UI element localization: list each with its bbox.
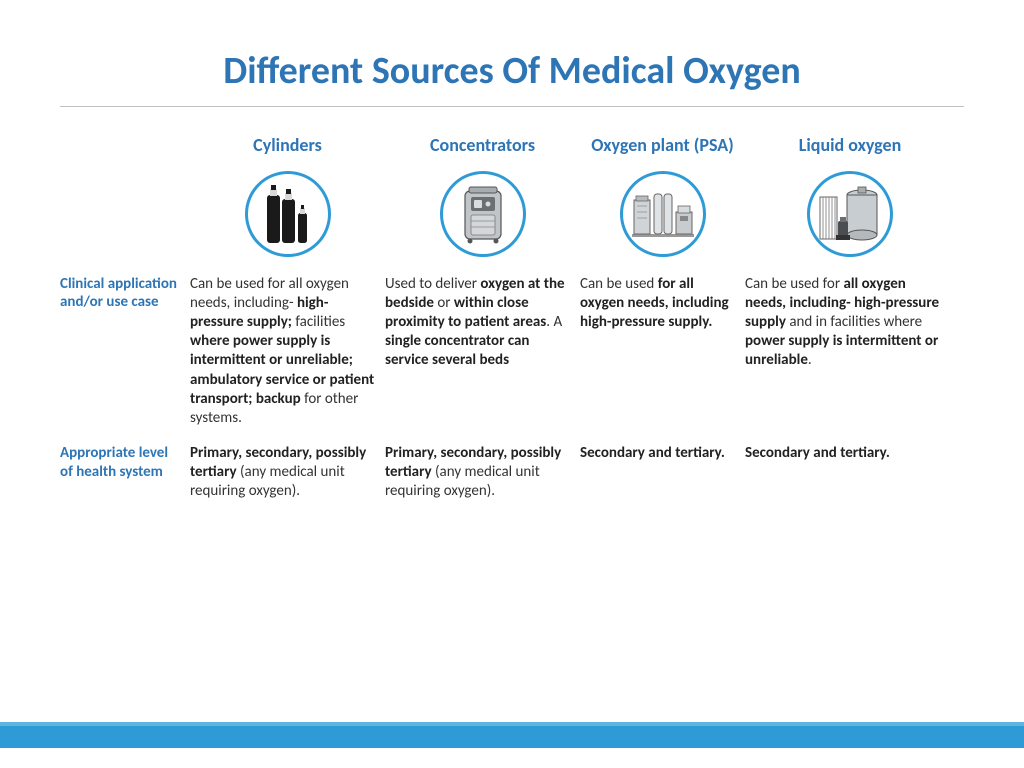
- corner-spacer: [60, 135, 190, 165]
- icon-cell-liquid-oxygen: [745, 165, 955, 273]
- cell-clinical-cylinders: Can be used for all oxygen needs, includ…: [190, 273, 385, 443]
- footer-bar: [0, 722, 1024, 748]
- icon-cell-cylinders: [190, 165, 385, 273]
- col-header-liquid-oxygen: Liquid oxygen: [745, 135, 955, 165]
- liquid-oxygen-icon: [807, 171, 893, 257]
- cell-level-concentrators: Primary, secondary, possibly tertiary (a…: [385, 442, 580, 516]
- divider: [60, 106, 964, 107]
- col-header-cylinders: Cylinders: [190, 135, 385, 165]
- col-header-oxygen-plant: Oxygen plant (PSA): [580, 135, 745, 165]
- icon-cell-oxygen-plant: [580, 165, 745, 273]
- cell-clinical-liquid: Can be used for all oxygen needs, includ…: [745, 273, 955, 443]
- cell-clinical-plant: Can be used for all oxygen needs, includ…: [580, 273, 745, 443]
- row-label-clinical: Clinical application and/or use case: [60, 273, 190, 443]
- cell-level-cylinders: Primary, secondary, possibly tertiary (a…: [190, 442, 385, 516]
- page-title: Different Sources Of Medical Oxygen: [60, 48, 964, 94]
- cylinders-icon: [245, 171, 331, 257]
- concentrator-icon: [440, 171, 526, 257]
- cell-level-liquid: Secondary and tertiary.: [745, 442, 955, 516]
- row-label-level: Appropriate level of health system: [60, 442, 190, 516]
- icon-row-spacer: [60, 165, 190, 273]
- comparison-grid: Cylinders Concentrators Oxygen plant (PS…: [60, 135, 964, 516]
- cell-clinical-concentrators: Used to deliver oxygen at the bedside or…: [385, 273, 580, 443]
- slide: Different Sources Of Medical Oxygen Cyli…: [0, 0, 1024, 516]
- col-header-concentrators: Concentrators: [385, 135, 580, 165]
- icon-cell-concentrator: [385, 165, 580, 273]
- oxygen-plant-icon: [620, 171, 706, 257]
- cell-level-plant: Secondary and tertiary.: [580, 442, 745, 516]
